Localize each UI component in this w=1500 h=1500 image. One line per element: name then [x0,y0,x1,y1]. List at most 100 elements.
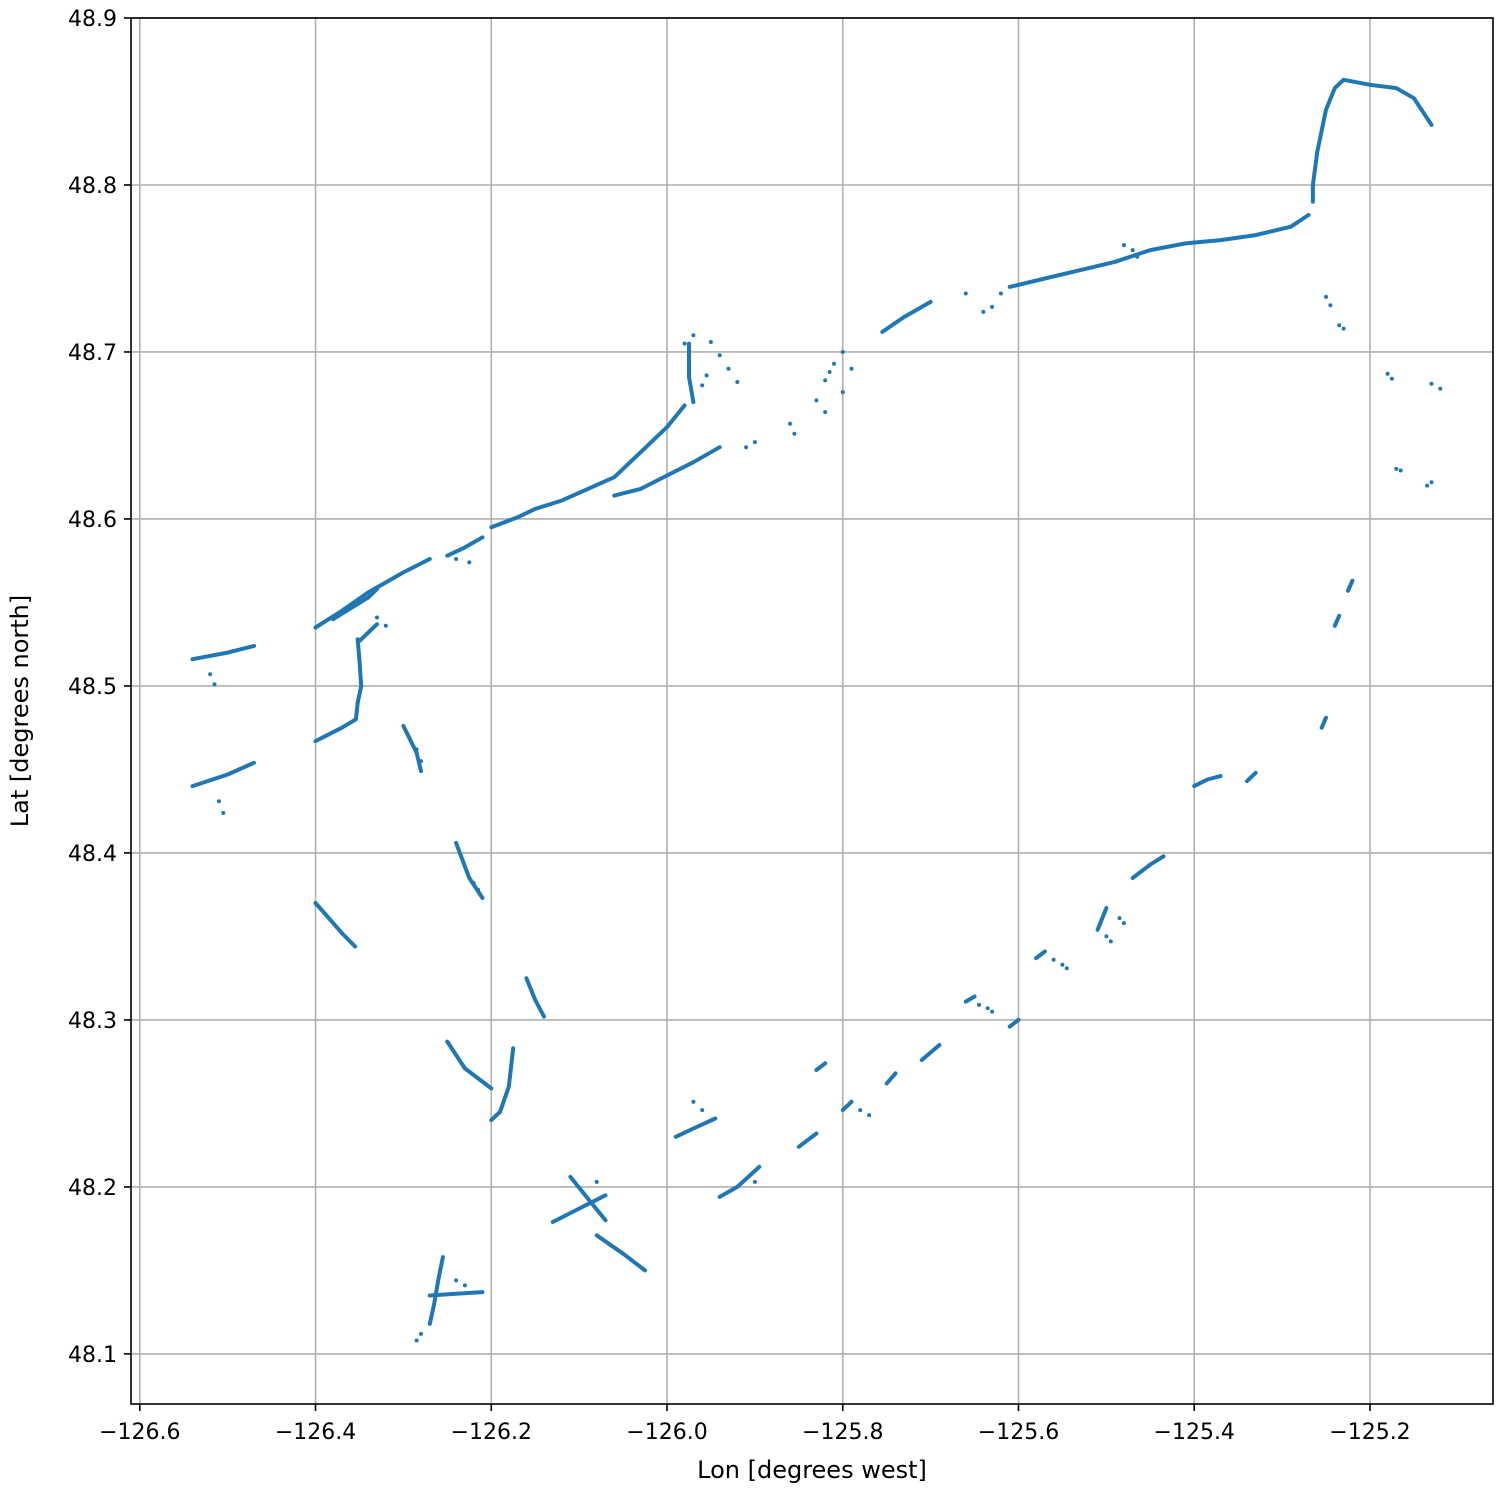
data-point [985,1006,990,1011]
data-point [981,309,986,314]
track-segment [331,587,379,622]
x-tick-label: −125.4 [1154,1420,1235,1445]
data-point [1337,323,1342,328]
y-tick-label: 48.1 [68,1343,117,1368]
data-point [752,440,757,445]
data-point [691,1099,696,1104]
data-point [998,291,1003,296]
track-segment [673,1116,718,1139]
y-axis-label: Lat [degrees north] [6,595,34,827]
data-point [867,1113,872,1118]
track-segment [524,976,546,1019]
data-point [454,557,459,561]
data-point [1389,376,1394,381]
data-point [208,672,213,677]
data-point [1398,468,1403,473]
track-segment [814,1061,828,1072]
data-point [700,383,705,388]
data-point [691,333,696,338]
track-segment [1310,77,1434,204]
track-segment [1007,1017,1021,1029]
track-segment [1034,949,1047,961]
track-segment [427,1290,485,1298]
x-tick-label: −126.0 [626,1420,707,1445]
x-tick-label: −126.6 [99,1420,180,1445]
track-segment [190,760,256,789]
data-point [1429,381,1434,386]
track-segment [489,403,687,530]
data-point [1324,294,1328,299]
data-point [823,410,828,415]
data-point [990,1009,995,1014]
track-segment [963,994,977,1004]
data-point [823,378,828,383]
track-segment [880,299,933,334]
track-segment [550,1193,608,1224]
data-point [221,810,226,815]
track-segment [594,1233,647,1273]
track-segment [687,341,696,405]
track-segment [1095,906,1109,932]
data-point [467,560,472,565]
x-tick-label: −125.2 [1329,1420,1410,1445]
track-segment [1319,715,1328,730]
data-point [414,747,419,752]
track-segment [313,901,358,949]
data-point [419,1331,423,1336]
y-axis-ticks: 48.1 48.2 48.3 48.4 48.5 48.6 48.7 48.8 48.9 [68,7,131,1368]
data-point [1121,243,1126,248]
x-axis-label: Lon [degrees west] [697,1456,927,1484]
track-segment [427,1255,445,1326]
track-segment [919,1043,942,1062]
data-point [990,304,995,309]
data-point [1425,483,1430,488]
data-point [977,1002,981,1007]
data-point [1051,957,1056,962]
data-point [717,353,722,358]
x-axis-ticks: −126.6 −126.4 −126.2 −126.0 −125.8 −125.6 −125… [99,1404,1411,1445]
track-segment [357,622,379,643]
track-segment [1346,578,1355,593]
data-point [1438,386,1443,391]
track-segment [401,724,423,774]
data-point [471,881,476,885]
data-point [1130,248,1135,253]
data-point [1385,371,1390,376]
track-segment [568,1174,608,1223]
data-point [752,1179,757,1184]
data-point [1429,480,1434,485]
data-point [414,1338,419,1343]
data-point [212,682,217,687]
y-tick-label: 48.2 [68,1176,117,1201]
data-point [454,1278,459,1283]
data-point [476,887,481,892]
track-segment [190,643,256,662]
x-tick-label: −125.6 [978,1420,1059,1445]
track-segment [313,637,364,744]
data-point [832,361,836,366]
data-point [788,421,792,426]
x-tick-label: −126.2 [451,1420,532,1445]
data-point [1341,326,1346,331]
track-segment [1007,213,1311,289]
data-point [814,398,819,403]
data-point [704,373,709,378]
data-point [744,445,749,450]
data-point [1328,303,1333,308]
data-point [1108,939,1113,944]
track-segment [884,1071,898,1086]
y-tick-label: 48.9 [68,7,117,32]
data-point [383,623,388,628]
track-segment [489,1046,516,1123]
data-point [963,291,968,296]
data-point [1135,254,1140,259]
data-point [419,759,423,764]
data-point [682,341,687,346]
data-points [190,77,1443,1343]
data-point [1104,934,1109,939]
track-segment [1332,613,1342,628]
data-point [1394,466,1399,471]
data-point [375,615,379,620]
